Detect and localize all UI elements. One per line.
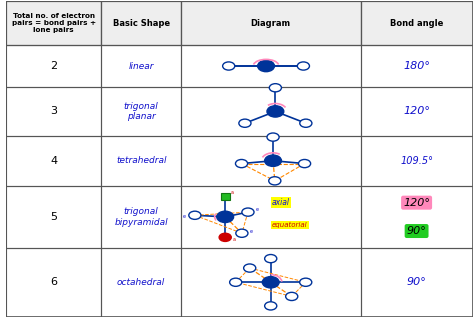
Text: 109.5°: 109.5° bbox=[400, 156, 433, 166]
Circle shape bbox=[262, 277, 279, 288]
Circle shape bbox=[264, 302, 277, 310]
Text: a: a bbox=[233, 237, 236, 242]
Circle shape bbox=[286, 292, 298, 301]
Text: linear: linear bbox=[128, 61, 154, 71]
Text: tetrahedral: tetrahedral bbox=[116, 156, 166, 165]
Text: 3: 3 bbox=[50, 107, 57, 116]
Bar bbox=[6, 136, 101, 186]
Text: e: e bbox=[182, 214, 185, 219]
Text: Total no. of electron
pairs = bond pairs +
lone pairs: Total no. of electron pairs = bond pairs… bbox=[11, 13, 96, 33]
Circle shape bbox=[269, 177, 281, 185]
Circle shape bbox=[229, 278, 242, 286]
Bar bbox=[361, 45, 473, 87]
Text: equatorial: equatorial bbox=[272, 222, 308, 228]
Circle shape bbox=[264, 155, 282, 166]
Circle shape bbox=[267, 133, 279, 141]
Bar bbox=[6, 186, 101, 248]
Text: trigonal
bipyramidal: trigonal bipyramidal bbox=[114, 207, 168, 226]
Text: octahedral: octahedral bbox=[117, 278, 165, 287]
Text: Bond angle: Bond angle bbox=[390, 19, 443, 28]
Text: axial: axial bbox=[272, 198, 290, 207]
Circle shape bbox=[223, 62, 235, 70]
Circle shape bbox=[264, 254, 277, 263]
Bar bbox=[361, 136, 473, 186]
Circle shape bbox=[242, 208, 254, 216]
Bar bbox=[181, 45, 361, 87]
Text: Diagram: Diagram bbox=[251, 19, 291, 28]
Text: 120°: 120° bbox=[403, 107, 430, 116]
Circle shape bbox=[269, 84, 282, 92]
Bar bbox=[181, 87, 361, 136]
Text: trigonal
planar: trigonal planar bbox=[124, 102, 158, 121]
Text: Basic Shape: Basic Shape bbox=[113, 19, 170, 28]
Bar bbox=[101, 45, 181, 87]
Bar bbox=[101, 136, 181, 186]
Circle shape bbox=[297, 62, 310, 70]
Bar bbox=[181, 248, 361, 317]
Circle shape bbox=[267, 106, 284, 117]
Bar bbox=[6, 87, 101, 136]
Text: 120°: 120° bbox=[403, 198, 430, 208]
Circle shape bbox=[236, 159, 247, 168]
Bar bbox=[181, 1, 361, 45]
Circle shape bbox=[244, 264, 256, 272]
Text: 6: 6 bbox=[50, 277, 57, 287]
Bar bbox=[181, 186, 361, 248]
Bar bbox=[361, 1, 473, 45]
Text: 180°: 180° bbox=[403, 61, 430, 71]
Text: e: e bbox=[249, 229, 252, 234]
Bar bbox=[6, 248, 101, 317]
Text: 90°: 90° bbox=[407, 277, 427, 287]
Bar bbox=[361, 1, 473, 45]
Circle shape bbox=[219, 233, 231, 241]
Text: 4: 4 bbox=[50, 156, 57, 166]
Circle shape bbox=[300, 119, 312, 127]
Bar bbox=[6, 1, 101, 45]
Bar bbox=[6, 45, 101, 87]
Circle shape bbox=[239, 119, 251, 127]
Bar bbox=[101, 1, 181, 45]
Text: e: e bbox=[255, 207, 258, 212]
Bar bbox=[101, 1, 181, 45]
Circle shape bbox=[258, 60, 274, 72]
Text: 90°: 90° bbox=[407, 226, 427, 236]
Text: 2: 2 bbox=[50, 61, 57, 71]
Bar bbox=[101, 186, 181, 248]
Bar bbox=[361, 87, 473, 136]
Bar bbox=[101, 248, 181, 317]
Bar bbox=[101, 87, 181, 136]
Bar bbox=[361, 186, 473, 248]
Circle shape bbox=[189, 211, 201, 219]
Circle shape bbox=[299, 159, 310, 168]
Circle shape bbox=[300, 278, 312, 286]
Text: 5: 5 bbox=[50, 212, 57, 222]
Bar bbox=[181, 136, 361, 186]
Bar bbox=[220, 193, 230, 199]
Text: a: a bbox=[231, 190, 234, 196]
Bar bbox=[6, 1, 101, 45]
Circle shape bbox=[236, 229, 248, 237]
Circle shape bbox=[217, 211, 234, 223]
Bar bbox=[361, 248, 473, 317]
Bar bbox=[181, 1, 361, 45]
